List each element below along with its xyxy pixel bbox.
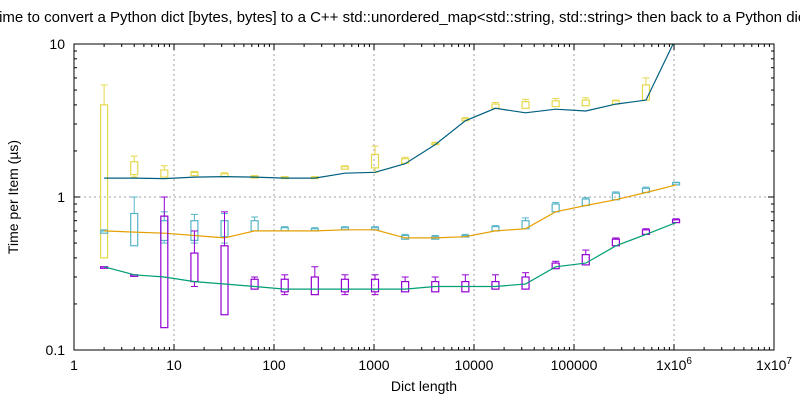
- box: [370, 278, 380, 293]
- y-axis-label: Time per Item (µs): [5, 140, 21, 254]
- box: [491, 103, 500, 109]
- box: [280, 278, 289, 293]
- x-tick-label: 1000: [358, 357, 389, 373]
- plot-area: [100, 35, 681, 329]
- box: [250, 220, 259, 232]
- series-line: [104, 44, 674, 180]
- series-3: [100, 196, 681, 329]
- box: [581, 99, 590, 107]
- box: [551, 100, 560, 108]
- x-tick-label: 10000: [455, 357, 494, 373]
- axis-ticks: [73, 44, 774, 351]
- x-tick-label: 1x106: [656, 356, 692, 373]
- x-axis-label: Dict length: [391, 378, 457, 394]
- series-line: [104, 184, 677, 239]
- box: [220, 245, 229, 316]
- series-line: [103, 222, 677, 290]
- box: [160, 215, 169, 329]
- box: [100, 104, 109, 259]
- box: [190, 171, 199, 177]
- x-tick-label: 100000: [551, 357, 598, 373]
- box: [310, 276, 319, 296]
- box: [641, 84, 651, 101]
- box: [581, 254, 590, 266]
- y-tick-label: 1: [57, 189, 65, 205]
- x-tick-label: 10: [166, 357, 182, 373]
- x-tick-label: 1: [70, 357, 78, 373]
- box: [370, 153, 380, 169]
- y-tick-label: 10: [49, 36, 65, 52]
- grid: [74, 44, 774, 350]
- box: [250, 278, 259, 290]
- box: [521, 101, 530, 109]
- y-tick-label: 0.1: [46, 342, 66, 358]
- box: [401, 280, 410, 293]
- box: [130, 161, 139, 176]
- box: [671, 182, 681, 186]
- series-2: [100, 181, 681, 247]
- box: [130, 212, 139, 247]
- box: [160, 220, 169, 242]
- box: [190, 252, 199, 283]
- x-tick-label: 100: [262, 357, 286, 373]
- box: [160, 169, 169, 178]
- box: [340, 278, 350, 293]
- box: [491, 280, 500, 290]
- series-1: [100, 35, 680, 259]
- box: [673, 35, 680, 38]
- x-tick-label: 1x107: [756, 356, 792, 373]
- box: [671, 219, 681, 224]
- chart-title: Time to convert a Python dict [bytes, by…: [0, 9, 800, 26]
- box: [521, 276, 530, 290]
- box: [340, 166, 350, 170]
- box: [551, 203, 560, 213]
